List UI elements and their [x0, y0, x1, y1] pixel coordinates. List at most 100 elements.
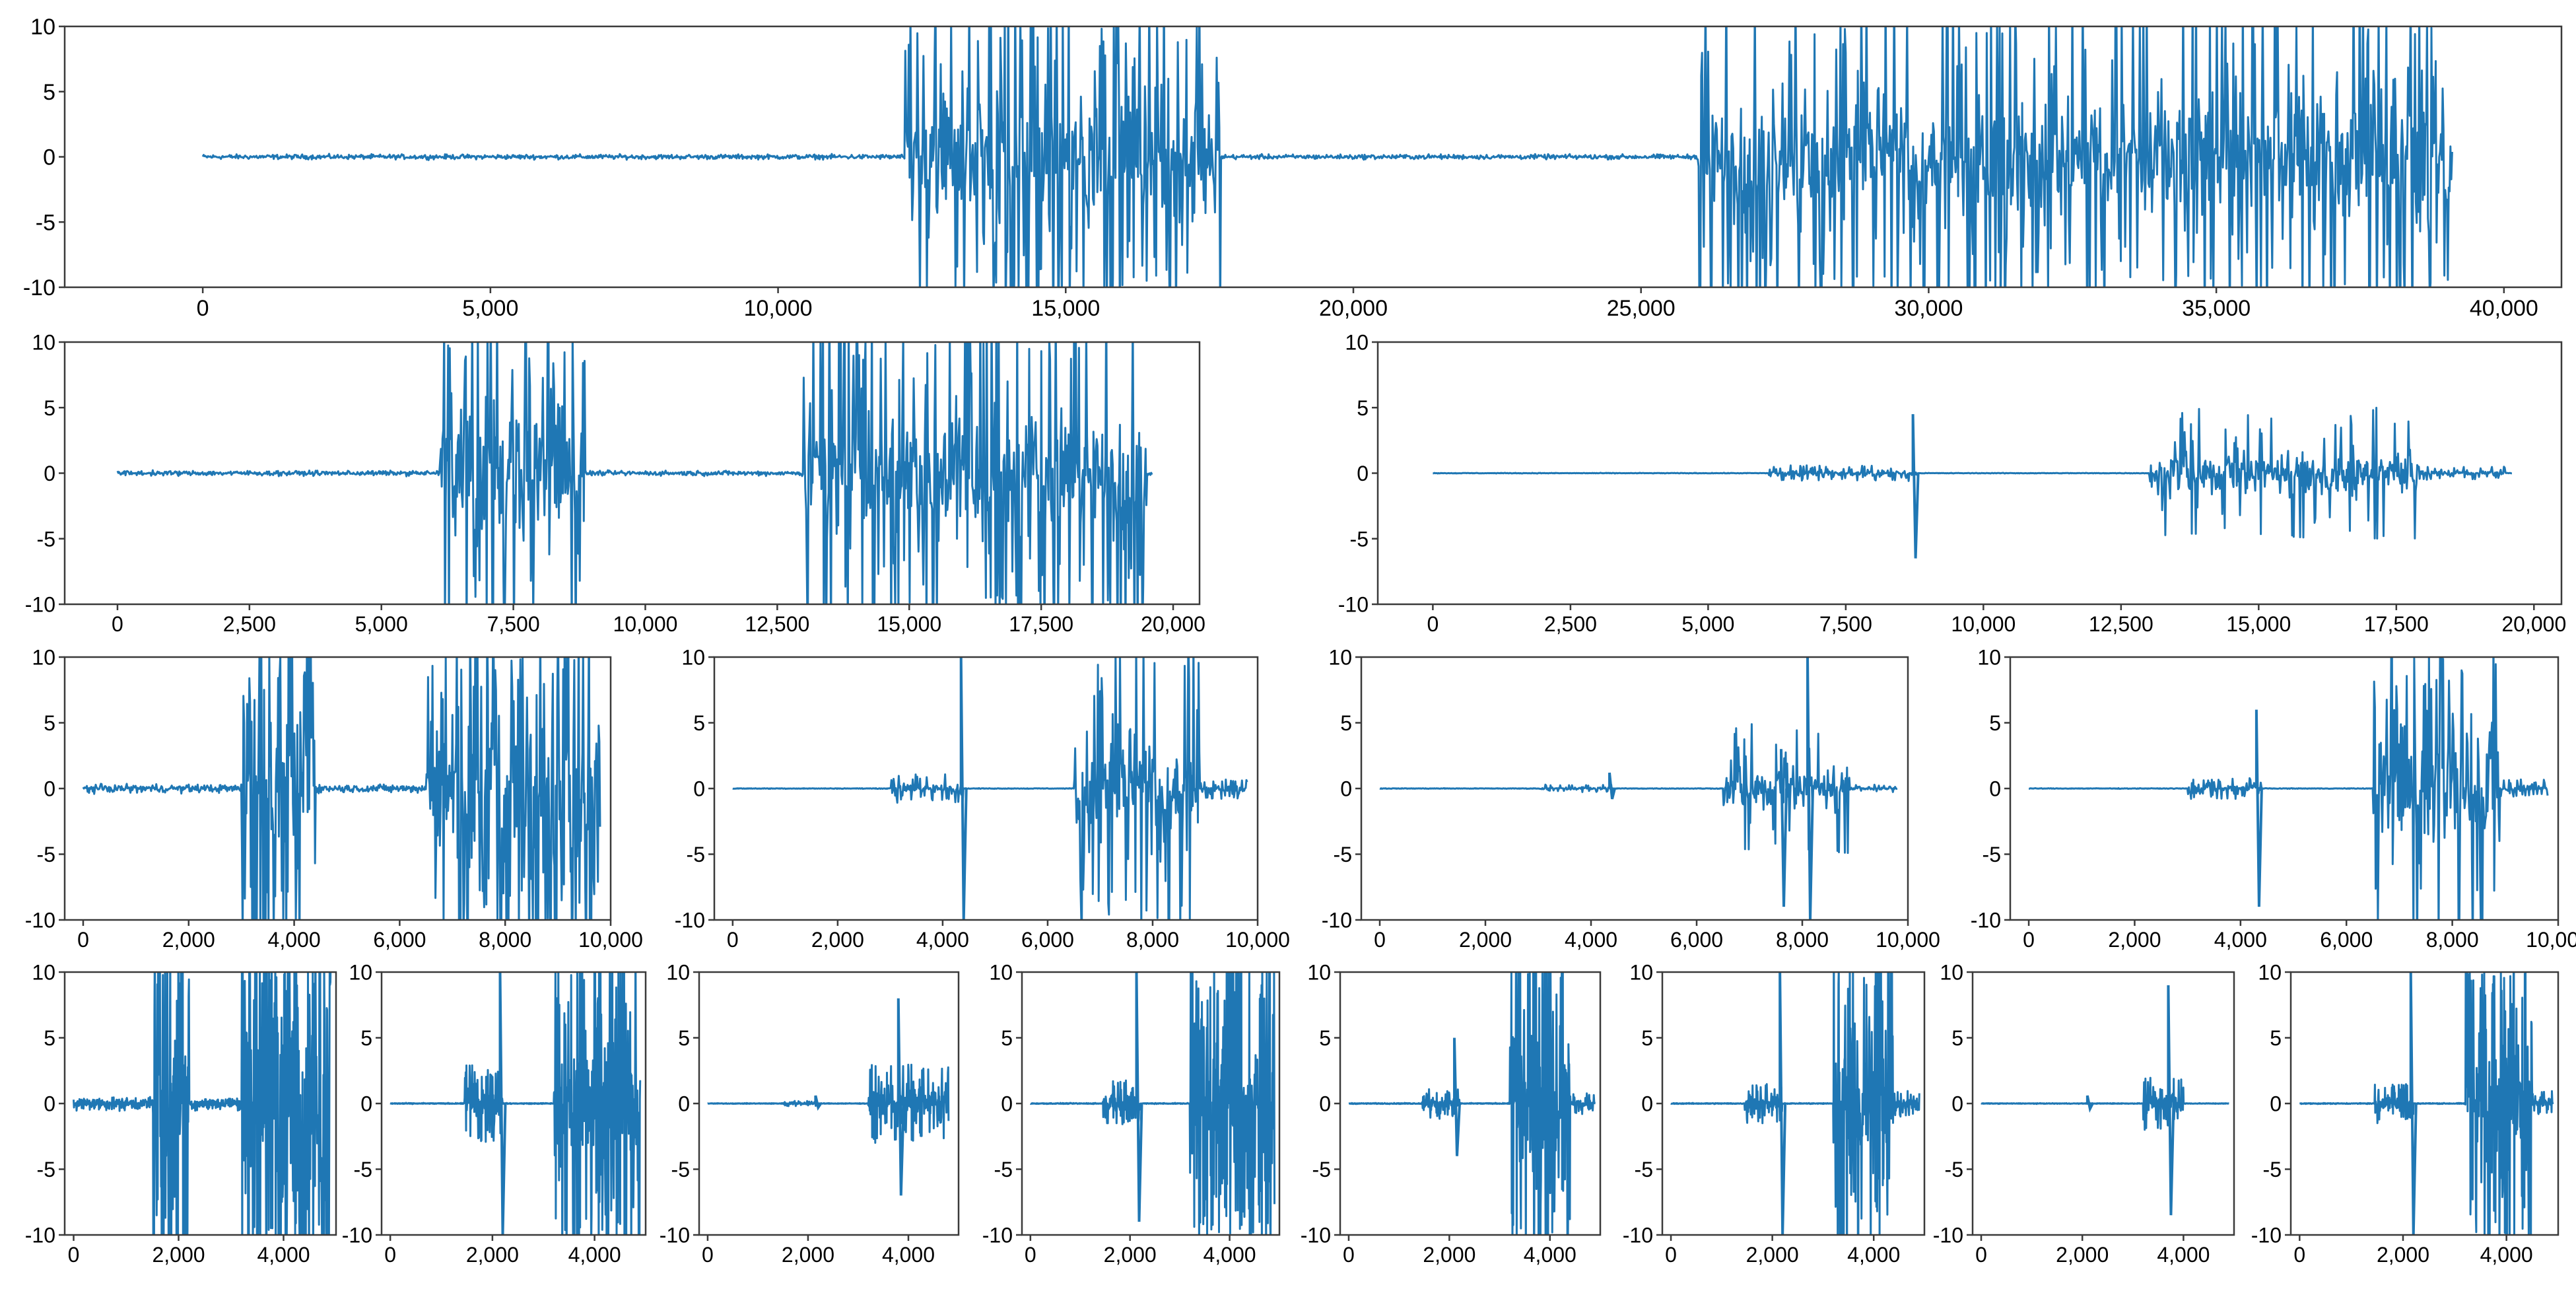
x-tick-label: 6,000 — [1670, 928, 1723, 952]
x-tick-label: 7,500 — [1819, 612, 1872, 636]
y-tick-label: 0 — [1357, 462, 1369, 485]
x-tick-label: 6,000 — [373, 928, 426, 952]
signal-spike — [1911, 414, 1920, 559]
y-tick-label: 10 — [1977, 646, 2001, 670]
y-tick-label: 5 — [44, 711, 55, 735]
y-tick-label: 10 — [1629, 961, 1653, 985]
x-tick-label: 2,000 — [1423, 1243, 1475, 1267]
x-tick-label: 0 — [2293, 1243, 2305, 1267]
y-tick-label: 5 — [360, 1026, 372, 1050]
y-tick-label: 5 — [43, 80, 55, 105]
signal-trace — [1379, 723, 1898, 855]
x-tick-label: 2,000 — [2377, 1243, 2429, 1267]
y-tick-label: -5 — [1334, 843, 1352, 866]
signal-trace — [73, 972, 332, 1235]
x-tick-label: 4,000 — [2214, 928, 2267, 952]
x-tick-label: 0 — [112, 612, 123, 636]
y-tick-label: 10 — [32, 646, 55, 670]
y-tick-label: 10 — [1328, 646, 1352, 670]
y-tick-label: -10 — [25, 909, 55, 932]
y-tick-label: 0 — [43, 145, 55, 170]
panel-8: 10 5 0 -5 -10 0 2,000 4,000 — [25, 961, 337, 1267]
panel-7: 10 5 0 -5 -10 0 2,000 4,000 6,000 8,000 10,000 — [1971, 646, 2576, 952]
panel-9: 10 5 0 -5 -10 0 2,000 4,000 — [342, 961, 647, 1267]
x-tick-label: 5,000 — [462, 296, 518, 321]
signal-spike — [2085, 1095, 2094, 1113]
signal-trace — [201, 26, 2453, 287]
signal-spike — [897, 998, 905, 1196]
y-tick-label: -5 — [1312, 1158, 1331, 1181]
x-tick-label: 4,000 — [1565, 928, 1617, 952]
y-tick-label: 5 — [1989, 711, 2001, 735]
y-tick-label: -5 — [2263, 1158, 2282, 1181]
y-tick-label: 0 — [1641, 1092, 1653, 1116]
x-tick-label: 4,000 — [268, 928, 321, 952]
y-tick-label: 0 — [44, 777, 55, 801]
x-tick-label: 8,000 — [1126, 928, 1179, 952]
y-tick-label: -5 — [687, 843, 705, 866]
signal-spike — [959, 657, 968, 920]
x-tick-label: 4,000 — [1847, 1243, 1900, 1267]
y-tick-label: 5 — [44, 1026, 55, 1050]
panel-12: 10 5 0 -5 -10 0 2,000 4,000 — [1301, 961, 1602, 1267]
x-tick-label: 2,000 — [466, 1243, 519, 1267]
signal-trace — [706, 1063, 950, 1144]
x-tick-label: 8,000 — [1776, 928, 1829, 952]
x-tick-label: 0 — [1975, 1243, 1987, 1267]
panel-3: 10 5 0 -5 -10 0 2,500 5,000 7,500 10,000 12,500 15,… — [1338, 331, 2566, 636]
panel-2: 10 5 0 -5 -10 0 2,500 5,000 7,500 10,000 12,500 15,… — [25, 331, 1205, 636]
y-tick-label: 10 — [349, 961, 372, 985]
signal-trace — [1348, 972, 1596, 1235]
x-tick-label: 0 — [1025, 1243, 1036, 1267]
y-tick-label: -5 — [994, 1158, 1013, 1181]
y-tick-label: 10 — [1307, 961, 1331, 985]
y-tick-label: -10 — [1322, 909, 1352, 932]
x-tick-label: 2,500 — [223, 612, 276, 636]
y-tick-label: 5 — [44, 396, 55, 420]
x-tick-label: 6,000 — [2320, 928, 2373, 952]
panel-6: 10 5 0 -5 -10 0 2,000 4,000 6,000 8,000 10,000 — [1322, 646, 1940, 952]
signal-spike — [2167, 985, 2175, 1216]
y-tick-label: 0 — [1340, 777, 1352, 801]
y-tick-label: -5 — [37, 527, 55, 551]
x-tick-label: 0 — [2023, 928, 2035, 952]
x-tick-label: 2,000 — [1459, 928, 1512, 952]
signal-spike — [1806, 657, 1814, 920]
y-tick-label: 0 — [1001, 1092, 1013, 1116]
x-tick-label: 20,000 — [1319, 296, 1388, 321]
y-tick-label: 0 — [360, 1092, 372, 1116]
x-tick-label: 2,000 — [162, 928, 215, 952]
y-tick-label: -10 — [675, 909, 705, 932]
y-tick-label: 0 — [2270, 1092, 2282, 1116]
x-tick-label: 2,000 — [2056, 1243, 2109, 1267]
x-tick-label: 10,000 — [1876, 928, 1940, 952]
x-tick-label: 0 — [727, 928, 739, 952]
x-tick-label: 2,000 — [1104, 1243, 1157, 1267]
signal-trace — [116, 342, 1153, 604]
signal-trace — [1981, 1076, 2230, 1131]
x-tick-label: 10,000 — [613, 612, 678, 636]
x-tick-label: 0 — [68, 1243, 80, 1267]
signal-trace — [82, 657, 601, 920]
y-tick-label: 10 — [32, 331, 55, 355]
x-tick-label: 10,000 — [1951, 612, 2016, 636]
y-tick-label: 0 — [1989, 777, 2001, 801]
signal-spike — [1135, 972, 1143, 1222]
x-tick-label: 0 — [77, 928, 89, 952]
signal-spike — [1452, 1037, 1461, 1156]
x-tick-label: 0 — [1343, 1243, 1355, 1267]
signal-trace — [732, 657, 1248, 920]
y-tick-label: 10 — [681, 646, 705, 670]
x-tick-label: 10,000 — [578, 928, 643, 952]
y-tick-label: -5 — [354, 1158, 372, 1181]
x-tick-label: 17,500 — [1009, 612, 1073, 636]
y-tick-label: 5 — [693, 711, 705, 735]
x-tick-label: 0 — [384, 1243, 396, 1267]
x-tick-label: 35,000 — [2182, 296, 2251, 321]
x-tick-label: 4,000 — [2480, 1243, 2533, 1267]
x-tick-label: 4,000 — [2157, 1243, 2210, 1267]
y-tick-label: -5 — [1945, 1158, 1963, 1181]
y-tick-label: 5 — [1319, 1026, 1331, 1050]
y-tick-label: -10 — [660, 1224, 690, 1247]
